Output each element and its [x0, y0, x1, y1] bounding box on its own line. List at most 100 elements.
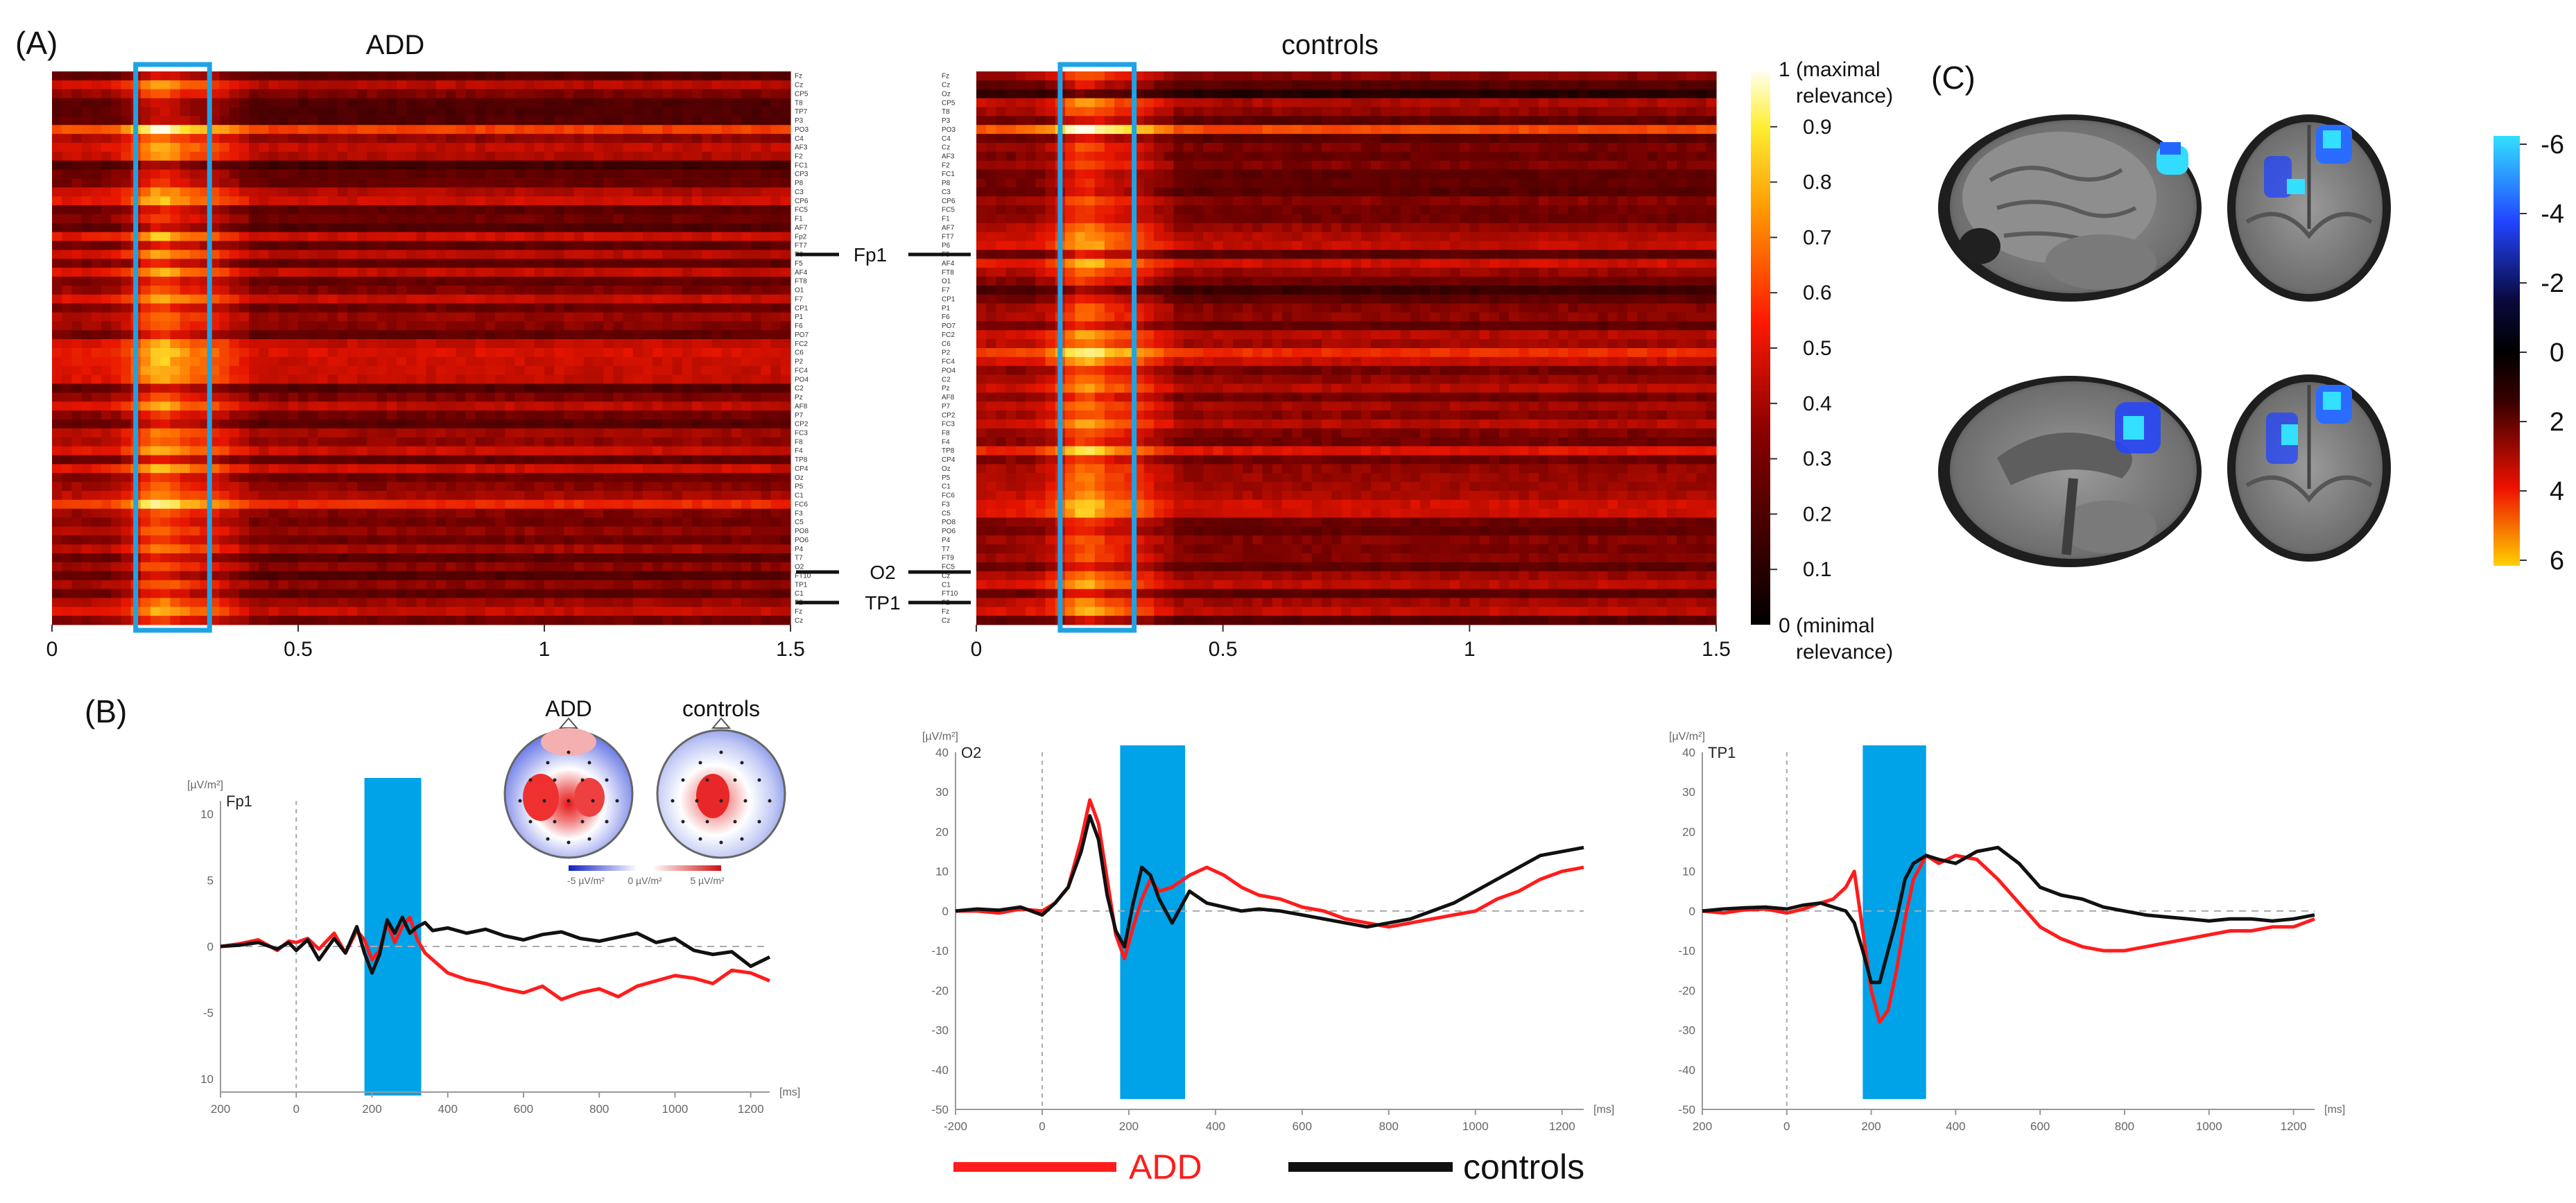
heatmap-cell [1302, 89, 1313, 99]
heatmap-cell [1232, 71, 1243, 81]
heatmap-cell [259, 223, 269, 233]
heatmap-cell [347, 178, 358, 188]
heatmap-cell [583, 437, 594, 447]
heatmap-cell [140, 508, 151, 518]
heatmap-cell [446, 482, 456, 492]
heatmap-cell [544, 125, 555, 135]
heatmap-cell [435, 607, 447, 616]
channel-label: PO6 [795, 537, 809, 544]
heatmap-cell [731, 428, 742, 438]
heatmap-cell [52, 589, 62, 598]
heatmap-cell [741, 383, 752, 393]
heatmap-cell [505, 196, 515, 206]
heatmap-cell [406, 535, 417, 545]
heatmap-cell [652, 178, 663, 188]
heatmap-cell [435, 169, 447, 179]
heatmap-cell [761, 410, 772, 420]
heatmap-cell [662, 464, 673, 474]
heatmap-cell [259, 214, 269, 224]
heatmap-cell [652, 455, 663, 465]
heatmap-cell [298, 250, 309, 259]
heatmap-cell [397, 89, 407, 99]
heatmap-cell [318, 214, 329, 224]
heatmap-cell [426, 214, 437, 224]
heatmap-cell [544, 160, 555, 170]
heatmap-cell [278, 598, 289, 607]
heatmap-cell [435, 250, 447, 259]
heatmap-cell [386, 259, 397, 268]
heatmap-cell [62, 142, 72, 153]
heatmap-cell [397, 356, 407, 367]
heatmap-cell [62, 526, 72, 536]
heatmap-cell [180, 241, 191, 250]
heatmap-cell [426, 80, 437, 90]
heatmap-cell [327, 499, 338, 510]
heatmap-cell [603, 294, 614, 304]
heatmap-cell [180, 383, 191, 393]
heatmap-cell [397, 80, 407, 90]
heatmap-cell [298, 142, 309, 153]
heatmap-cell [259, 71, 269, 81]
heatmap-cell [259, 473, 269, 483]
heatmap-cell [1065, 89, 1075, 99]
heatmap-cell [426, 98, 437, 107]
heatmap-cell [741, 116, 752, 126]
heatmap-cell [682, 125, 693, 135]
heatmap-cell [1292, 89, 1303, 99]
heatmap-cell [308, 401, 318, 411]
heatmap-cell [603, 428, 614, 438]
heatmap-cell [327, 116, 338, 126]
heatmap-cell [268, 71, 279, 81]
heatmap-cell [288, 187, 299, 197]
heatmap-cell [121, 294, 132, 304]
heatmap-cell [524, 562, 535, 572]
heatmap-cell [780, 339, 791, 349]
heatmap-cell [337, 142, 348, 153]
heatmap-cell [318, 598, 329, 607]
heatmap-cell [711, 142, 723, 153]
heatmap-cell [1351, 71, 1362, 81]
heatmap-cell [189, 428, 200, 438]
heatmap-cell [397, 616, 407, 625]
heatmap-cell [111, 607, 121, 616]
heatmap-cell [711, 455, 723, 465]
heatmap-cell [170, 178, 181, 188]
heatmap-cell [731, 250, 742, 259]
heatmap-cell [259, 107, 269, 116]
heatmap-cell [672, 589, 683, 598]
heatmap-cell [101, 169, 112, 179]
heatmap-cell [367, 544, 378, 554]
channel-label: Oz [795, 474, 804, 482]
heatmap-cell [594, 151, 604, 162]
heatmap-cell [1302, 80, 1313, 90]
channel-label: F6 [795, 322, 803, 330]
heatmap-cell [456, 107, 466, 116]
heatmap-cell [111, 294, 121, 304]
heatmap-cell [780, 589, 791, 598]
heatmap-cell [632, 419, 643, 429]
heatmap-cell [515, 580, 526, 589]
heatmap-cell [62, 419, 72, 429]
heatmap-cell [692, 205, 702, 215]
heatmap-cell [692, 401, 702, 411]
heatmap-cell [397, 473, 407, 483]
heatmap-cell [564, 294, 575, 304]
heatmap-cell [435, 116, 447, 126]
heatmap-cell [357, 455, 368, 465]
heatmap-cell [219, 508, 230, 518]
heatmap-cell [327, 580, 338, 589]
heatmap-cell [288, 223, 299, 233]
heatmap-cell [180, 348, 191, 358]
heatmap-cell [357, 482, 368, 492]
heatmap-cell [357, 392, 368, 402]
heatmap-cell [347, 526, 358, 536]
heatmap-cell [1232, 89, 1243, 99]
heatmap-cell [367, 419, 378, 429]
heatmap-cell [62, 374, 72, 384]
heatmap-cell [770, 339, 781, 349]
heatmap-cell [71, 499, 83, 510]
heatmap-cell [594, 374, 604, 384]
heatmap-cell [91, 285, 102, 295]
heatmap-cell [288, 71, 299, 81]
heatmap-cell [150, 473, 161, 483]
